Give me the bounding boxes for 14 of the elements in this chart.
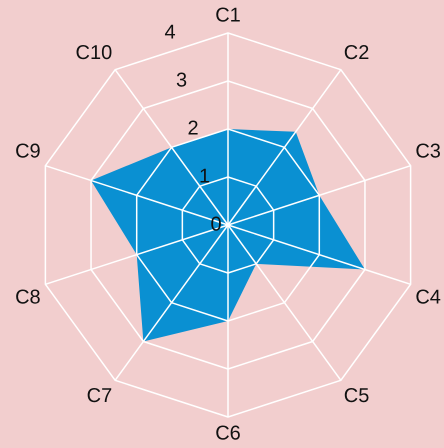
y-tick-label: 2 (187, 118, 199, 140)
y-tick-label: 3 (176, 70, 188, 92)
spoke-label: C9 (15, 140, 41, 163)
y-tick-label: 1 (198, 166, 210, 188)
spoke-label: C2 (344, 42, 370, 64)
spoke-label: C6 (215, 422, 241, 445)
spoke-label: C8 (15, 286, 41, 308)
spoke-label: C7 (86, 384, 112, 407)
spoke-label: C1 (215, 4, 241, 27)
spoke-label: C4 (415, 286, 441, 308)
y-tick-label: 4 (164, 22, 176, 44)
spoke-label: C10 (76, 42, 112, 64)
spoke-label: C5 (344, 384, 370, 407)
spoke-label: C3 (415, 140, 441, 163)
